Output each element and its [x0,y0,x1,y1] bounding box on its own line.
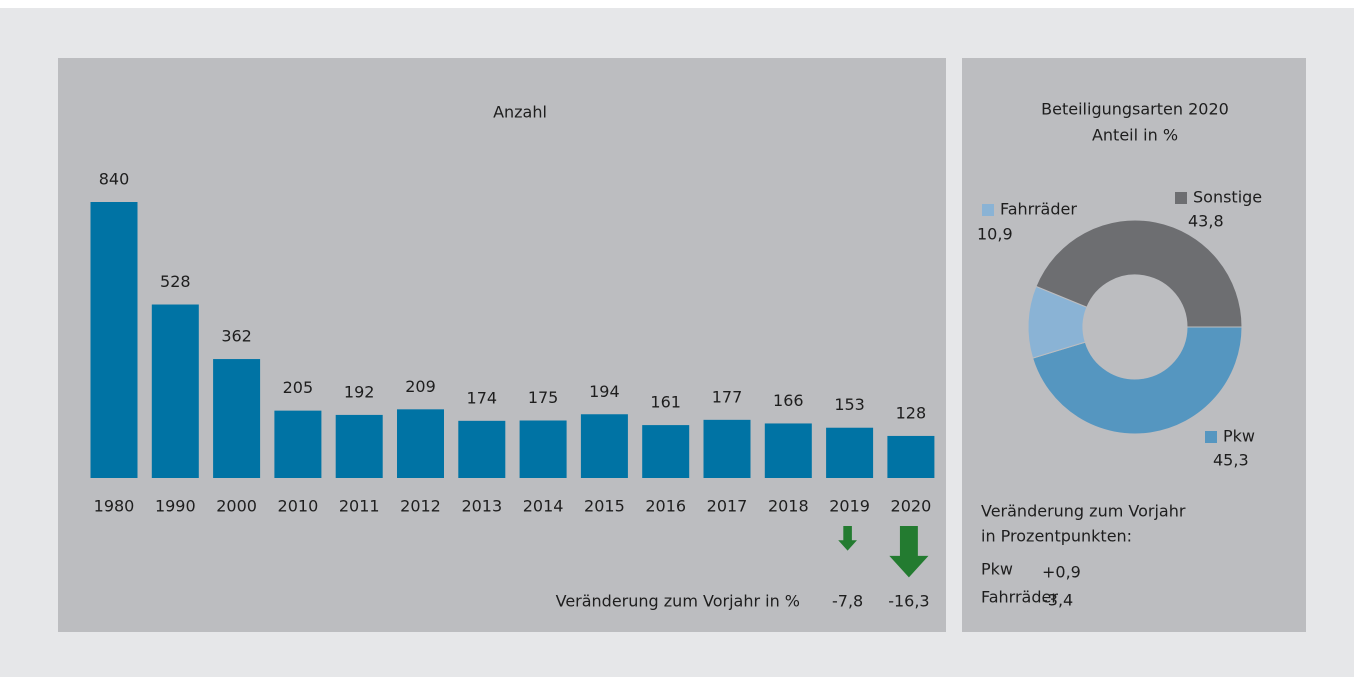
bar [887,435,935,478]
x-tick-label: 2013 [461,497,502,516]
change-note: Veränderung zum Vorjahr [981,502,1186,521]
data-label: 174 [467,388,498,407]
change-value: -16,3 [888,592,929,611]
change-value: +0,9 [1042,563,1081,582]
change-category: Pkw [981,560,1013,579]
slice-value: 10,9 [977,225,1013,244]
legend-swatch [1175,192,1187,204]
data-label: 175 [528,388,559,407]
bar [764,423,812,478]
data-label: 362 [221,327,252,346]
change-category: Fahrräder [981,588,1058,607]
change-note: in Prozentpunkten: [981,527,1132,546]
bar [335,414,383,478]
legend-label: Sonstige [1193,188,1262,207]
data-label: 528 [160,272,191,291]
data-label: 205 [283,378,314,397]
bar [213,359,261,478]
bar [397,409,444,478]
change-value: -3,4 [1042,591,1073,610]
donut-panel [962,58,1306,632]
x-tick-label: 2018 [768,497,809,516]
donut-slice [1032,326,1243,435]
x-tick-label: 2016 [645,497,686,516]
x-tick-label: 1990 [155,497,196,516]
bar [458,420,506,478]
slice-value: 43,8 [1188,212,1224,231]
bar [274,410,322,478]
donut-slice [1035,219,1243,328]
bar-title: Anzahl [493,103,547,122]
legend-label: Pkw [1223,427,1255,446]
x-tick-label: 2015 [584,497,625,516]
bar [703,419,751,478]
x-tick-label: 2011 [339,497,380,516]
bar [151,304,199,478]
bar [826,427,874,478]
x-tick-label: 2012 [400,497,441,516]
change-arrow [889,526,929,578]
bar [90,202,138,478]
data-label: 153 [834,395,865,414]
slice-value: 45,3 [1213,451,1249,470]
data-label: 192 [344,382,375,401]
bar [642,425,690,478]
x-tick-label: 2014 [523,497,564,516]
change-value: -7,8 [832,592,863,611]
x-tick-label: 2000 [216,497,257,516]
x-tick-label: 2017 [707,497,748,516]
x-tick-label: 2019 [829,497,870,516]
data-label: 177 [712,387,743,406]
legend-swatch [982,204,994,216]
donut-title: Beteiligungsarten 2020 [1041,100,1229,119]
bar [580,414,628,478]
change-arrow [838,526,857,551]
data-label: 161 [650,393,681,412]
legend-label: Fahrräder [1000,200,1077,219]
legend-swatch [1205,431,1217,443]
x-tick-label: 2010 [278,497,319,516]
data-label: 194 [589,382,620,401]
change-label: Veränderung zum Vorjahr in % [556,592,800,611]
bar-panel [58,58,946,632]
data-label: 128 [896,403,927,422]
x-tick-label: 2020 [891,497,932,516]
data-label: 840 [99,170,130,189]
data-label: 209 [405,377,436,396]
donut-subtitle: Anteil in % [1092,126,1178,145]
data-label: 166 [773,391,804,410]
bar [519,420,567,478]
x-tick-label: 1980 [94,497,135,516]
